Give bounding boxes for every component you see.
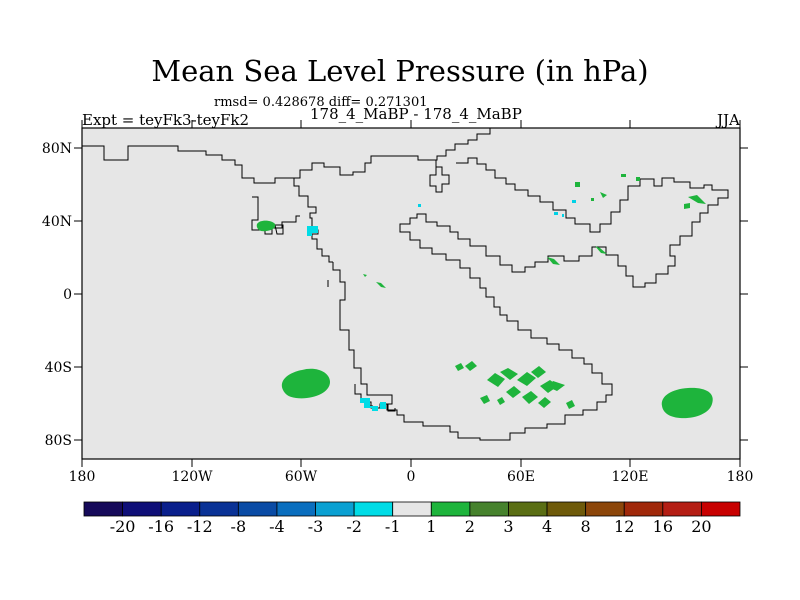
y-tick-label: 80S [45, 433, 72, 449]
colorbar-swatch [546, 501, 587, 517]
colorbar-swatch [508, 501, 548, 517]
y-tick-label: 40S [45, 360, 72, 376]
season-label: JJA [717, 111, 740, 129]
anomaly-north-pacific-coast-low [307, 226, 318, 236]
colorbar-swatch [122, 501, 162, 517]
colorbar-labels: -20 -16 -12 -8 -4 -3 -2 -1 1 2 3 4 8 12 16 20 [110, 517, 712, 536]
anomaly-southern-ocean-patches [455, 361, 575, 409]
y-tick-labels: 80N 40N 0 40S 80S [42, 141, 72, 449]
colorbar-label: -8 [231, 517, 247, 536]
x-tick-label: 120E [612, 469, 649, 485]
plot-area [82, 128, 740, 459]
colorbar-swatch [353, 501, 394, 517]
stats-label: rmsd= 0.428678 diff= 0.271301 [214, 95, 428, 110]
colorbar-swatch [623, 501, 664, 517]
anomaly-small-negative [418, 200, 576, 217]
colorbar-swatch [199, 501, 239, 517]
coastline [82, 127, 740, 441]
map-title: Mean Sea Level Pressure (in hPa) [151, 54, 649, 88]
colorbar-label: -3 [308, 517, 324, 536]
colorbar-swatch [160, 501, 201, 517]
y-tick-label: 80N [42, 141, 72, 157]
colorbar-swatch [430, 501, 471, 517]
colorbar [83, 501, 741, 517]
colorbar-swatch [237, 501, 278, 517]
anomaly-south-pacific-high [281, 368, 330, 399]
colorbar-label: 4 [542, 517, 552, 536]
colorbar-swatch [662, 501, 702, 517]
anomaly-southeast-pacific-high [661, 387, 713, 419]
anomaly-layer [256, 174, 713, 419]
x-tick-label: 180 [69, 469, 96, 485]
colorbar-swatch [585, 501, 625, 517]
colorbar-label: -20 [110, 517, 136, 536]
colorbar-label: -1 [385, 517, 401, 536]
y-tick-label: 40N [42, 214, 72, 230]
colorbar-label: 3 [503, 517, 513, 536]
colorbar-swatch [276, 501, 316, 517]
colorbar-label: 8 [581, 517, 591, 536]
x-tick-label: 60W [285, 469, 318, 485]
x-axis [81, 120, 741, 467]
colorbar-label: 12 [614, 517, 634, 536]
run-label: 178_4_MaBP - 178_4_MaBP [310, 105, 522, 123]
anomaly-antarctic-peninsula-low [360, 398, 378, 411]
colorbar-label: 16 [653, 517, 673, 536]
colorbar-swatch [701, 501, 741, 517]
colorbar-swatch [469, 501, 509, 517]
colorbar-swatch [83, 501, 123, 517]
x-tick-labels: 180 120W 60W 0 60E 120E 180 [69, 469, 754, 485]
y-tick-label: 0 [63, 287, 72, 303]
colorbar-label: 2 [465, 517, 475, 536]
anomaly-small-patches [363, 174, 706, 288]
y-axis [74, 147, 748, 441]
anomaly-north-pacific-coast [256, 220, 276, 232]
anomaly-antarctic-peninsula-low-2 [380, 402, 386, 409]
x-tick-label: 120W [171, 469, 213, 485]
colorbar-label: -2 [346, 517, 362, 536]
colorbar-swatch [392, 501, 432, 517]
colorbar-swatch [315, 501, 355, 517]
x-tick-label: 180 [727, 469, 754, 485]
colorbar-label: -4 [269, 517, 285, 536]
experiment-label: Expt = teyFk3-teyFk2 [82, 111, 250, 129]
colorbar-label: 20 [691, 517, 711, 536]
colorbar-label: -16 [148, 517, 174, 536]
x-tick-label: 0 [407, 469, 416, 485]
colorbar-label: 1 [426, 517, 436, 536]
x-tick-label: 60E [507, 469, 535, 485]
colorbar-label: -12 [187, 517, 213, 536]
